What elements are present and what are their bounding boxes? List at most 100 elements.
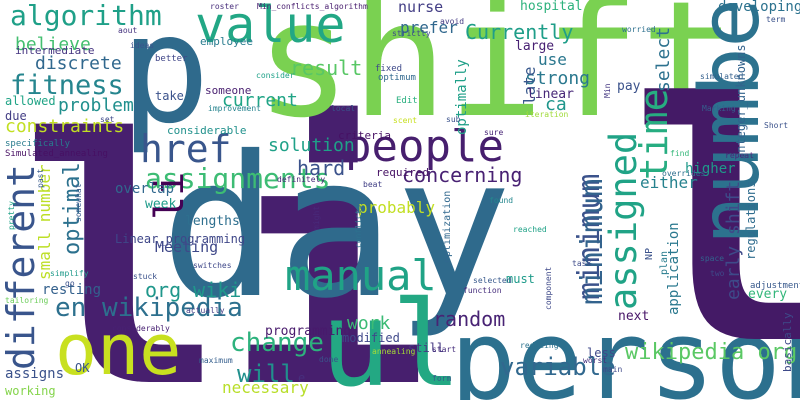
word-e: e — [298, 371, 306, 385]
word-allowed: allowed — [5, 94, 56, 108]
word-conflicts: conflicts — [354, 204, 363, 248]
word-roster: roster — [210, 2, 239, 11]
word-ul: ul — [320, 275, 463, 400]
word-must: must — [506, 272, 535, 286]
word-set: set — [100, 115, 115, 124]
word-function: function — [463, 286, 502, 295]
word-believe: believe — [15, 34, 91, 55]
word-somewhat: somewhat — [74, 183, 83, 222]
word-constraints: constraints — [5, 116, 125, 137]
word-lengths: lengths — [185, 214, 240, 229]
word-switches: switches — [193, 261, 232, 270]
word-random: random — [433, 307, 506, 331]
word-will: will — [237, 360, 295, 388]
word-required: required — [376, 166, 429, 179]
word-go: go — [65, 279, 75, 288]
word-found: found — [489, 196, 514, 205]
word-considerable: considerable — [167, 124, 247, 137]
word-worried: worried — [622, 25, 656, 34]
word-marking: Marking — [702, 104, 736, 113]
word-specifically: specifically — [5, 139, 71, 149]
word-people: people — [345, 121, 504, 172]
word-optimization: optimization — [442, 190, 453, 263]
word-take: take — [155, 89, 184, 103]
word-person: person — [450, 296, 800, 400]
word-np: NP — [644, 247, 655, 260]
word-select: select — [653, 26, 674, 92]
word-reached: reached — [513, 225, 547, 234]
word-work: work — [347, 313, 391, 334]
word-programming: programming — [265, 324, 352, 339]
word-hard: hard — [297, 156, 346, 180]
word-reducing: reducing — [520, 341, 559, 350]
word-adjustments: adjustments — [750, 281, 800, 291]
word-next: next — [618, 309, 650, 324]
word-large: large — [515, 39, 555, 54]
word-might: might — [312, 205, 321, 230]
word-sure: sure — [484, 128, 504, 137]
word-li: li — [630, 33, 800, 400]
word-early-shift: early shift — [723, 180, 744, 300]
word-week: week — [145, 197, 177, 212]
word-tailoring: tailoring — [5, 296, 49, 305]
word-ca: ca — [545, 94, 567, 115]
word-criteria: criteria — [338, 129, 391, 142]
word-higher: higher — [685, 161, 736, 177]
word-plan: plan — [659, 250, 670, 275]
word-definitely: definitely — [277, 175, 326, 184]
word-either: either — [640, 173, 698, 192]
word-two: two — [710, 269, 725, 278]
word-beat: beat — [363, 180, 383, 189]
word-considerably: considerably — [112, 324, 170, 333]
word-every: every — [748, 287, 788, 302]
word-less: less — [587, 346, 616, 360]
word-simulated: simulated — [700, 72, 744, 81]
word-strictly: strictly — [392, 29, 431, 38]
word-improvement: improvement — [208, 104, 261, 113]
word-employee: employee — [200, 35, 253, 48]
word-regulations: regulations — [744, 180, 758, 260]
word-variable: variable — [500, 353, 616, 381]
word-minimum: minimum — [575, 178, 610, 305]
word-edit: Edit — [396, 96, 418, 106]
word-pretty: pretty — [7, 201, 16, 230]
word-integer-unknowns: Integer_unknowns — [734, 44, 748, 160]
word-linear-programming: Linear_programming — [115, 232, 246, 246]
word-meeting: Meeting — [155, 238, 219, 256]
word-someone: someone — [205, 84, 252, 97]
word-sub: sub — [446, 115, 461, 124]
word-nurse: nurse — [398, 0, 444, 16]
word-algorithm: algorithm — [10, 0, 162, 32]
word-component: component — [544, 266, 553, 310]
word-org-wiki: org wiki — [145, 278, 242, 302]
word-maximum: maximum — [199, 356, 233, 365]
word-stuck: stuck — [133, 272, 158, 281]
word-space: space — [700, 254, 725, 263]
word-repeat: repeat — [725, 151, 754, 160]
word-resting: resting — [42, 282, 102, 298]
word-consider: consider — [256, 71, 295, 80]
word-due: due — [5, 109, 27, 123]
word-modified: modified — [342, 331, 400, 345]
word-day: day — [160, 114, 513, 341]
word-p: p — [120, 0, 211, 157]
word-past: past — [36, 168, 45, 188]
word-linear: linear — [527, 87, 574, 102]
word-concerning: concerning — [402, 163, 523, 187]
word-local: local — [331, 104, 356, 113]
word-iteration: iteration — [525, 110, 569, 119]
word-aout: aout — [118, 26, 138, 35]
word-current: current — [222, 90, 298, 111]
word-problem: problem — [58, 95, 134, 116]
word-better: better — [155, 54, 188, 64]
word-basically: basically — [781, 312, 794, 372]
word-assigns: assigns — [5, 366, 65, 382]
word-find: find — [670, 149, 690, 158]
word-short: Short — [764, 121, 789, 130]
word-overlap: overlap — [115, 181, 175, 197]
word-ok: OK — [75, 361, 90, 375]
word-min-conflicts-algorithm: Min_conflicts_algorithm — [257, 2, 368, 11]
word-probably: probably — [358, 198, 436, 217]
word-manual: manual — [285, 251, 437, 300]
word-simplify: simplify — [50, 269, 89, 278]
